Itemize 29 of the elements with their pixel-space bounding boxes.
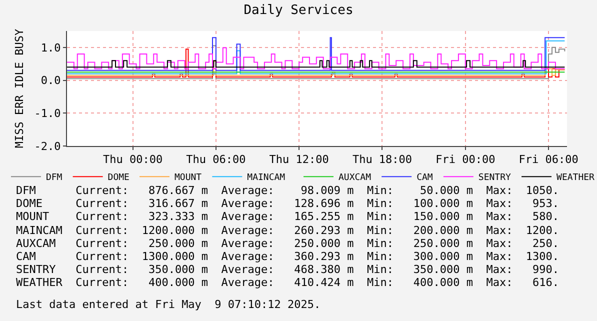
legend-label: CAM — [416, 173, 434, 184]
x-tick-label: Fri 00:00 — [436, 153, 496, 166]
y-tick-label: -1.0 — [34, 106, 61, 120]
y-tick-label: -2.0 — [34, 140, 61, 153]
legend-label: MAINCAM — [247, 173, 286, 184]
text: MAINCAM Current: 1200.000 m Average: 260.293 m Min: 200.000 m Max: 1200. — [16, 224, 560, 237]
text: DOME Current: 316.667 m Average: 128.696 m Min: 100.000 m Max: 953. — [16, 197, 560, 210]
text: WEATHER Current: 400.000 m Average: 410.424 m Min: 400.000 m Max: 616. — [16, 276, 560, 290]
text: AUXCAM Current: 250.000 m Average: 250.000 m Min: 250.000 m Max: 250. — [16, 236, 560, 250]
legend-label: MOUNT — [174, 173, 202, 184]
y-tick-label: 1.0 — [40, 41, 61, 54]
legend-label: SENTRY — [478, 173, 512, 184]
legend-label: WEATHER — [556, 173, 596, 184]
x-tick-label: Thu 18:00 — [352, 153, 412, 166]
y-tick-label: 0.0 — [40, 74, 61, 88]
legend-label: AUXCAM — [338, 173, 372, 184]
text: SENTRY Current: 350.000 m Average: 468.380 m Min: 350.000 m Max: 990. — [16, 263, 560, 276]
y-axis-title: MISS ERR IDLE BUSY — [12, 28, 26, 148]
x-tick-label: Thu 06:00 — [186, 153, 246, 166]
text: CAM Current: 1300.000 m Average: 360.293 m Min: 300.000 m Max: 1300. — [16, 250, 560, 264]
legend-label: DOME — [108, 173, 130, 184]
x-tick-label: Fri 06:00 — [518, 153, 578, 166]
text: DFM Current: 876.667 m Average: 98.009 m Min: 50.000 m Max: 1050. — [16, 184, 560, 198]
x-tick-label: Thu 12:00 — [269, 153, 329, 166]
text: Last data entered at Fri May 9 07:10:12 2025. — [16, 298, 322, 311]
chart-title: Daily Services — [244, 2, 354, 18]
x-tick-label: Thu 00:00 — [103, 153, 163, 166]
legend-label: DFM — [46, 173, 63, 184]
text: MOUNT Current: 323.333 m Average: 165.255 m Min: 150.000 m Max: 580. — [16, 210, 560, 224]
